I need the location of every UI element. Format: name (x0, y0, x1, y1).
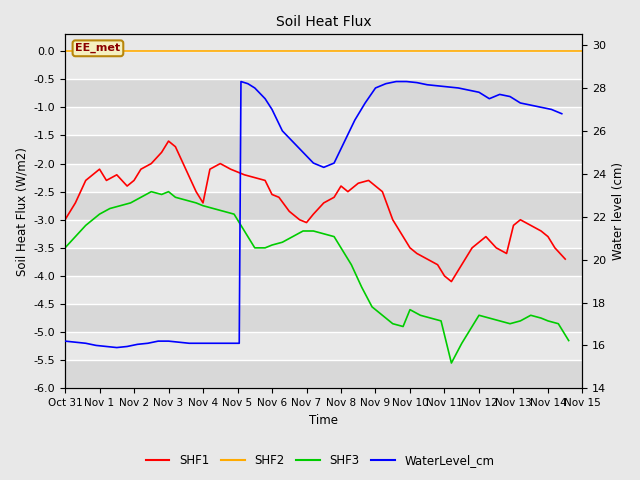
Title: Soil Heat Flux: Soil Heat Flux (276, 15, 372, 29)
Bar (65, 304, 582, 332)
Bar (65, 51, 582, 79)
Bar (65, 332, 582, 360)
Y-axis label: Soil Heat Flux (W/m2): Soil Heat Flux (W/m2) (15, 147, 28, 276)
Y-axis label: Water level (cm): Water level (cm) (612, 162, 625, 260)
X-axis label: Time: Time (309, 414, 339, 427)
Bar (65, 164, 582, 192)
Bar (65, 108, 582, 135)
Legend: SHF1, SHF2, SHF3, WaterLevel_cm: SHF1, SHF2, SHF3, WaterLevel_cm (141, 449, 499, 472)
Bar (65, 135, 582, 164)
Bar (65, 220, 582, 248)
Bar (65, 192, 582, 220)
Bar (65, 360, 582, 388)
Text: EE_met: EE_met (76, 43, 120, 53)
Bar (65, 248, 582, 276)
Bar (65, 276, 582, 304)
Bar (65, 79, 582, 108)
